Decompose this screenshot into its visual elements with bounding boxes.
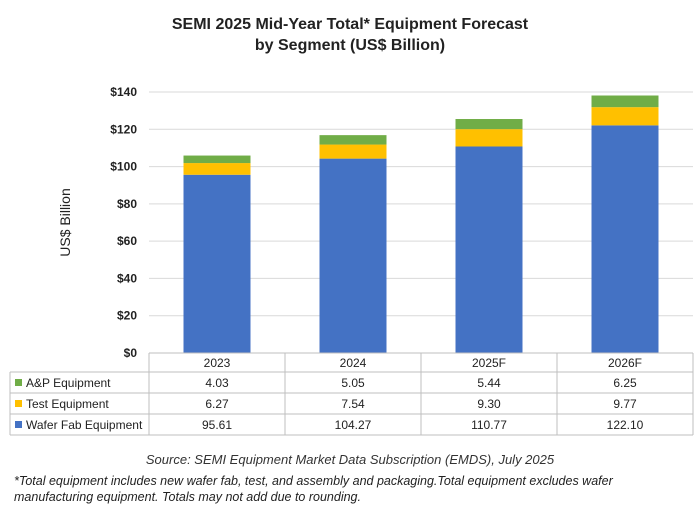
x-category-label: 2025F	[472, 356, 506, 370]
data-label: 7.54	[341, 397, 365, 411]
chart-title: SEMI 2025 Mid-Year Total* Equipment Fore…	[0, 14, 700, 56]
bar-segment-a-p-equipment-2026f	[591, 95, 659, 108]
x-category-label: 2026F	[608, 356, 642, 370]
data-label: 110.77	[471, 418, 507, 432]
data-label: 6.27	[205, 397, 229, 411]
chart-title-line-2: by Segment (US$ Billion)	[254, 37, 446, 54]
legend-label: Wafer Fab Equipment	[26, 418, 143, 432]
bar-segment-a-p-equipment-2025f	[455, 119, 523, 130]
data-label: 4.03	[205, 376, 229, 390]
y-axis-title: US$ Billion	[57, 188, 73, 256]
bar-segment-wafer-fab-equipment-2023	[183, 174, 251, 353]
data-label: 5.05	[341, 376, 365, 390]
bar-segment-test-equipment-2024	[319, 144, 387, 159]
y-tick-label: $80	[117, 197, 137, 211]
bar-segment-wafer-fab-equipment-2025f	[455, 146, 523, 353]
footnote-line-2: manufacturing equipment. Totals may not …	[14, 490, 361, 504]
legend-label: Test Equipment	[26, 397, 109, 411]
bar-segment-wafer-fab-equipment-2024	[319, 158, 387, 353]
x-category-label: 2023	[204, 356, 231, 370]
y-tick-label: $100	[110, 160, 137, 174]
legend-label: A&P Equipment	[26, 376, 111, 390]
y-tick-label: $0	[124, 346, 138, 360]
chart-title-line-1: SEMI 2025 Mid-Year Total* Equipment Fore…	[171, 16, 529, 33]
bar-segment-a-p-equipment-2023	[183, 155, 251, 164]
y-tick-label: $40	[117, 271, 137, 285]
bar-segment-test-equipment-2026f	[591, 107, 659, 126]
source-note: Source: SEMI Equipment Market Data Subsc…	[145, 452, 555, 467]
data-label: 5.44	[477, 376, 501, 390]
bar-segment-test-equipment-2023	[183, 163, 251, 175]
bar-segment-a-p-equipment-2024	[319, 135, 387, 145]
data-label: 9.77	[613, 397, 637, 411]
y-tick-label: $20	[117, 309, 137, 323]
y-tick-label: $60	[117, 234, 137, 248]
data-label: 6.25	[613, 376, 637, 390]
data-label: 104.27	[335, 418, 372, 432]
x-category-label: 2024	[340, 356, 367, 370]
bar-segment-test-equipment-2025f	[455, 129, 523, 147]
y-tick-label: $140	[110, 85, 137, 99]
data-label: 95.61	[202, 418, 232, 432]
legend-swatch-wafer-fab-equipment	[15, 421, 22, 428]
data-label: 122.10	[607, 418, 644, 432]
data-label: 9.30	[477, 397, 501, 411]
y-tick-label: $120	[110, 122, 137, 136]
legend-swatch-test-equipment	[15, 400, 22, 407]
stacked-bar-chart: $0 $20 $40 $60 $80 $100 $120 $140 US$ Billion 202…	[9, 85, 694, 436]
legend-swatch-a-p-equipment	[15, 379, 22, 386]
bar-segment-wafer-fab-equipment-2026f	[591, 125, 659, 353]
footnote: *Total equipment includes new wafer fab,…	[14, 473, 690, 505]
footnote-line-1: *Total equipment includes new wafer fab,…	[14, 474, 613, 488]
